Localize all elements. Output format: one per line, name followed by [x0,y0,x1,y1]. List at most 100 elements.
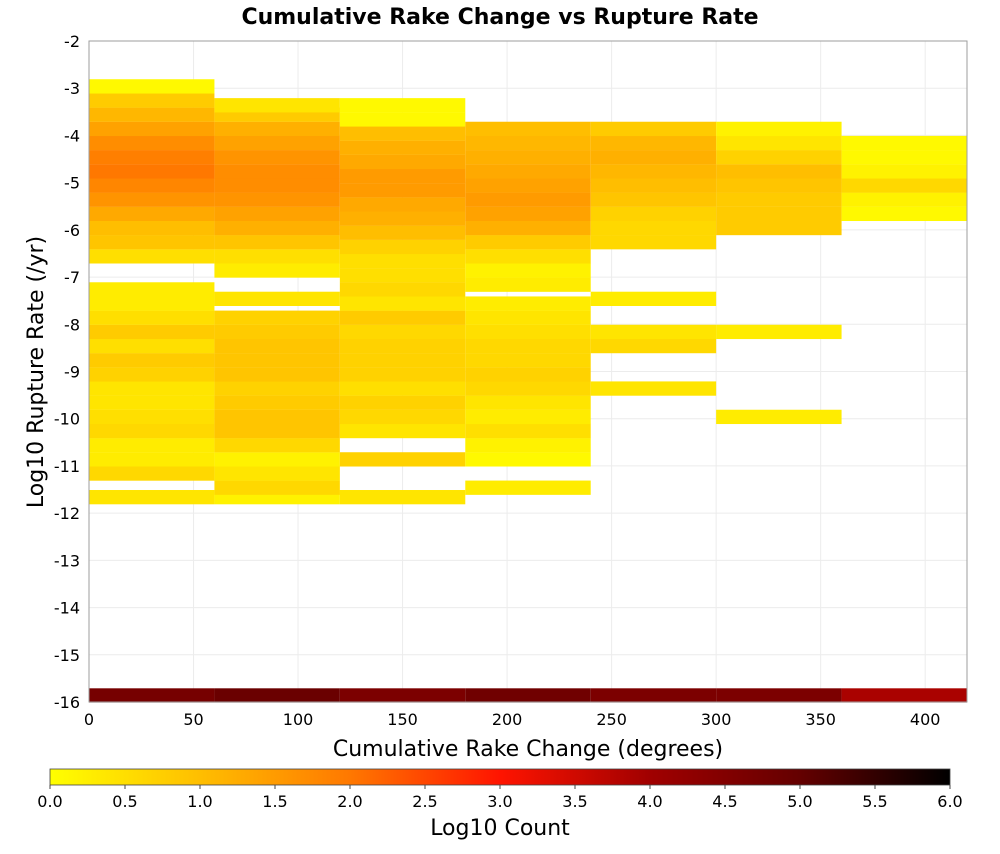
heatmap-cell [590,135,717,151]
colorbar-tick-label: 0.0 [37,792,62,811]
heatmap-cell [465,310,591,325]
heatmap-cell [465,324,591,340]
heatmap-cell [214,150,340,165]
heatmap-cell [89,249,215,264]
x-tick-label: 100 [283,710,314,729]
heatmap-cell [89,438,215,453]
heatmap-cell [214,466,340,481]
colorbar-tick-label: 4.0 [637,792,662,811]
colorbar-tick-label: 2.0 [337,792,362,811]
x-tick-label: 50 [183,710,203,729]
heatmap-cell [339,98,466,113]
heatmap-cell [339,168,466,184]
heatmap-cell [89,150,215,165]
heatmap-cell [716,121,842,137]
heatmap-cell [716,164,842,179]
heatmap-cell [214,192,340,207]
colorbar-tick-label: 1.5 [262,792,287,811]
heatmap-cell [716,206,842,222]
colorbar-tick-label: 3.5 [562,792,587,811]
x-axis-label: Cumulative Rake Change (degrees) [333,737,723,762]
heatmap-cell [339,338,466,354]
heatmap-cell [89,206,215,222]
heatmap-cell [89,121,215,137]
heatmap-cell [339,112,466,127]
x-tick-label: 350 [805,710,836,729]
x-tick-label: 250 [596,710,627,729]
heatmap-cell [465,263,591,278]
heatmap-cell [716,220,842,236]
heatmap-cell [89,381,215,396]
colorbar-ticks: 0.0 0.5 1.0 1.5 2.0 2.5 3.0 3.5 4.0 4.5 5.0 5.5 6.0 [37,785,963,811]
heatmap-cell [841,688,967,703]
heatmap-cell [590,381,717,396]
x-tick-label: 0 [84,710,94,729]
heatmap-cell [590,291,717,306]
heatmap-cell [716,324,842,340]
heatmap-cell [841,206,967,222]
y-tick-label: -6 [64,221,80,240]
y-tick-label: -11 [54,457,80,476]
heatmap-cell [590,338,717,354]
heatmap-cell [214,395,340,410]
heatmap-cell [465,423,591,439]
heatmap-cell [214,423,340,439]
heatmap-cell [465,150,591,165]
chart-title: Cumulative Rake Change vs Rupture Rate [241,5,758,30]
heatmap-cell [339,126,466,141]
heatmap-cell [214,381,340,396]
heatmap-cell [89,338,215,354]
heatmap-cell [339,688,466,703]
y-tick-label: -15 [54,646,80,665]
heatmap-cell [339,282,466,297]
heatmap-cell [841,150,967,165]
heatmap-cell [339,409,466,425]
heatmap-cell [841,135,967,151]
heatmap-cell [339,310,466,325]
heatmap-cell [214,310,340,325]
heatmap-cell [339,367,466,382]
heatmap-cell [89,282,215,297]
colorbar-tick-label: 2.5 [412,792,437,811]
heatmap-cell [590,178,717,193]
heatmap-cells [89,79,967,703]
heatmap-cell [339,423,466,439]
heatmap-cell [465,296,591,311]
heatmap-cell [465,220,591,236]
heatmap-cell [339,490,466,505]
heatmap-cell [339,154,466,170]
heatmap-cell [465,249,591,264]
heatmap-cell [465,367,591,382]
x-tick-label: 200 [492,710,523,729]
heatmap-cell [339,225,466,240]
heatmap-cell [465,381,591,396]
heatmap-cell [339,268,466,283]
heatmap-cell [89,490,215,505]
heatmap-cell [89,367,215,382]
heatmap-cell [214,688,340,703]
heatmap-cell [214,135,340,151]
heatmap-cell [89,235,215,250]
colorbar-tick-label: 6.0 [937,792,962,811]
heatmap-cell [89,353,215,368]
heatmap-cell [89,395,215,410]
heatmap-cell [590,150,717,165]
heatmap-cell [89,135,215,151]
heatmap-cell [716,150,842,165]
heatmap-cell [89,409,215,425]
heatmap-cell [214,338,340,354]
colorbar-tick-label: 5.0 [787,792,812,811]
heatmap-cell [214,452,340,467]
colorbar-label: Log10 Count [430,816,570,841]
heatmap-cell [841,164,967,179]
y-tick-label: -8 [64,315,80,334]
heatmap-cell [214,235,340,250]
heatmap-cell [214,220,340,236]
heatmap-cell [465,395,591,410]
heatmap-cell [590,324,717,340]
y-tick-label: -3 [64,79,80,98]
heatmap-cell [339,381,466,396]
heatmap-cell [465,338,591,354]
heatmap-cell [339,324,466,340]
